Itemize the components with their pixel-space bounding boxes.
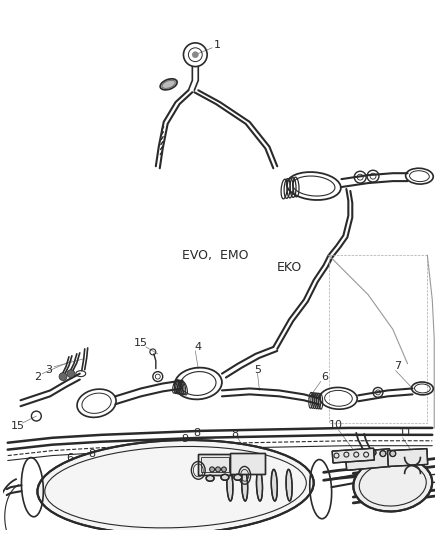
Text: 1: 1 — [214, 40, 220, 50]
Text: 8: 8 — [88, 449, 95, 458]
Circle shape — [222, 467, 226, 472]
Circle shape — [380, 450, 386, 457]
Circle shape — [215, 467, 220, 472]
Bar — [332, 448, 374, 463]
Bar — [345, 449, 391, 470]
Bar — [201, 457, 229, 472]
Ellipse shape — [257, 470, 262, 501]
Text: 4: 4 — [195, 342, 202, 352]
Text: 8: 8 — [231, 429, 238, 439]
Text: 6: 6 — [321, 372, 328, 382]
Text: 7: 7 — [394, 361, 401, 371]
Text: 5: 5 — [254, 365, 261, 375]
Circle shape — [67, 370, 75, 377]
Ellipse shape — [271, 470, 277, 501]
Ellipse shape — [227, 470, 233, 501]
Text: 15: 15 — [11, 421, 25, 431]
Bar — [198, 454, 232, 475]
Bar — [388, 449, 428, 466]
Ellipse shape — [221, 474, 229, 480]
Text: 10: 10 — [328, 420, 343, 430]
Text: EKO: EKO — [276, 262, 302, 274]
Circle shape — [360, 450, 366, 457]
Circle shape — [59, 373, 67, 381]
Ellipse shape — [242, 470, 247, 501]
Bar — [230, 453, 265, 474]
Bar — [230, 453, 265, 474]
Ellipse shape — [206, 475, 214, 481]
Ellipse shape — [234, 474, 242, 480]
Circle shape — [370, 450, 376, 456]
Text: 15: 15 — [134, 338, 148, 348]
Text: 11: 11 — [399, 428, 413, 438]
Text: 2: 2 — [34, 372, 41, 382]
Ellipse shape — [160, 79, 177, 90]
Text: EVO,  EMO: EVO, EMO — [182, 249, 248, 262]
Text: 6: 6 — [67, 453, 74, 463]
Bar — [388, 449, 428, 466]
Circle shape — [210, 467, 215, 472]
Circle shape — [390, 450, 396, 457]
Text: 3: 3 — [46, 365, 53, 375]
Bar — [332, 448, 374, 463]
Ellipse shape — [37, 440, 314, 533]
Circle shape — [350, 451, 356, 457]
Ellipse shape — [353, 457, 432, 512]
Bar — [345, 449, 391, 470]
Text: 9: 9 — [181, 434, 188, 444]
Bar — [198, 454, 232, 475]
Text: 8: 8 — [194, 428, 201, 438]
Ellipse shape — [286, 470, 292, 501]
Circle shape — [192, 52, 198, 58]
